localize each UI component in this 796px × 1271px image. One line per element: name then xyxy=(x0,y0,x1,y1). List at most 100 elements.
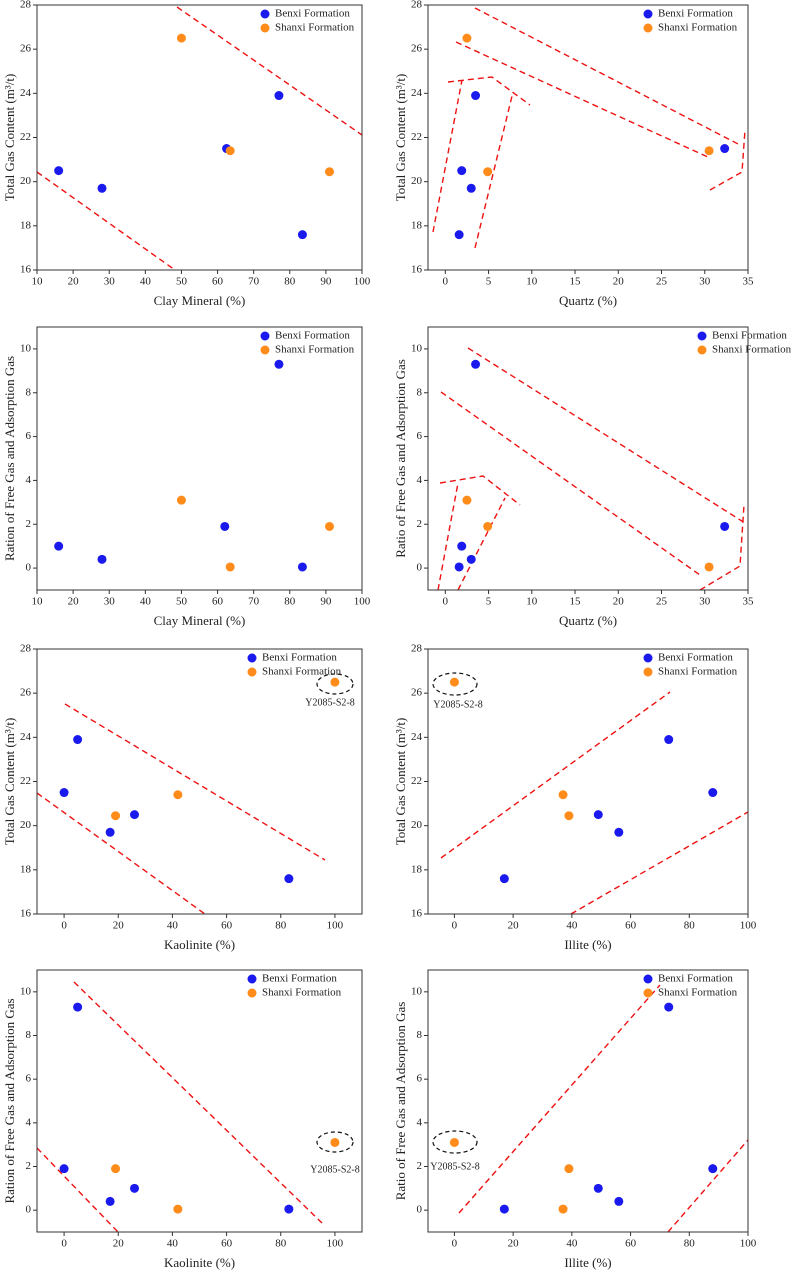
y-axis-label: Total Gas Content (m³/t) xyxy=(2,74,17,202)
x-tick-label: 15 xyxy=(570,596,582,608)
x-tick-label: 90 xyxy=(320,276,332,288)
x-tick-label: 60 xyxy=(625,1238,637,1250)
y-tick-label: 0 xyxy=(417,562,423,574)
legend-marker xyxy=(260,331,270,341)
y-axis-label: Total Gas Content (m³/t) xyxy=(393,74,408,202)
y-tick-label: 20 xyxy=(411,819,423,831)
x-tick-label: 60 xyxy=(221,920,233,932)
x-axis-label: Quartz (%) xyxy=(559,613,617,628)
annotation: Y2085-S2-8 xyxy=(430,1161,479,1172)
legend-label: Benxi Formation xyxy=(712,330,787,342)
data-point xyxy=(111,811,121,821)
y-tick-label: 24 xyxy=(20,87,32,99)
y-tick-label: 10 xyxy=(20,342,32,354)
y-tick-label: 6 xyxy=(417,1073,423,1085)
x-tick-label: 35 xyxy=(743,276,755,288)
data-point xyxy=(720,521,730,531)
legend-marker xyxy=(247,667,257,677)
data-point xyxy=(284,874,294,884)
x-tick-label: 40 xyxy=(167,920,179,932)
y-axis-label: Total Gas Content (m³/t) xyxy=(393,718,408,846)
x-tick-label: 10 xyxy=(32,276,44,288)
x-tick-label: 0 xyxy=(443,596,449,608)
data-point xyxy=(466,554,476,564)
legend-label: Benxi Formation xyxy=(658,8,733,20)
x-tick-label: 50 xyxy=(176,276,188,288)
y-tick-label: 0 xyxy=(26,1204,32,1216)
data-point xyxy=(220,521,230,531)
y-axis-label: Ration of Free Gas and Adsorption Gas xyxy=(2,356,17,561)
x-tick-label: 15 xyxy=(570,276,582,288)
y-tick-label: 20 xyxy=(20,819,32,831)
y-tick-label: 6 xyxy=(26,1073,32,1085)
data-point xyxy=(454,230,464,240)
y-tick-label: 4 xyxy=(26,474,32,486)
x-tick-label: 60 xyxy=(625,920,637,932)
x-tick-label: 100 xyxy=(354,596,371,608)
x-tick-label: 60 xyxy=(221,1238,233,1250)
y-tick-label: 0 xyxy=(26,562,32,574)
y-tick-label: 10 xyxy=(20,985,32,997)
x-tick-label: 70 xyxy=(248,596,260,608)
data-point xyxy=(471,91,481,101)
data-point xyxy=(457,541,467,551)
x-tick-label: 25 xyxy=(656,276,668,288)
data-point xyxy=(54,541,64,551)
y-tick-label: 22 xyxy=(411,131,422,143)
data-point xyxy=(73,1002,83,1012)
data-point xyxy=(704,562,714,572)
legend-marker xyxy=(260,345,270,355)
x-axis-label: Illite (%) xyxy=(564,1255,611,1270)
y-axis-label: Ratio of Free Gas and Adsorption Gas xyxy=(393,359,408,558)
legend-label: Benxi Formation xyxy=(275,330,350,342)
y-tick-label: 0 xyxy=(417,1204,423,1216)
data-point xyxy=(564,1164,574,1174)
data-point xyxy=(483,521,493,531)
data-point xyxy=(297,230,307,240)
data-point xyxy=(454,562,464,572)
x-tick-label: 20 xyxy=(68,276,80,288)
y-tick-label: 28 xyxy=(20,643,32,655)
x-tick-label: 100 xyxy=(740,920,757,932)
annotation: Y2085-S2-8 xyxy=(305,697,354,708)
y-tick-label: 20 xyxy=(20,175,32,187)
data-point xyxy=(97,183,107,193)
data-point xyxy=(558,1204,568,1214)
x-tick-label: 25 xyxy=(656,596,668,608)
y-tick-label: 16 xyxy=(411,264,423,276)
data-point xyxy=(558,790,568,800)
legend-marker xyxy=(643,974,653,984)
panel: 0 20 40 60 80 100 16 18 20 22 24 26 28 Kaolinite (%) T… xyxy=(2,643,363,952)
y-tick-label: 16 xyxy=(411,908,423,920)
y-tick-label: 6 xyxy=(26,430,32,442)
y-tick-label: 26 xyxy=(411,687,423,699)
y-tick-label: 18 xyxy=(411,219,423,231)
x-tick-label: 80 xyxy=(275,1238,287,1250)
y-tick-label: 4 xyxy=(26,1116,32,1128)
data-point xyxy=(708,1164,718,1174)
y-tick-label: 10 xyxy=(411,985,423,997)
x-tick-label: 30 xyxy=(104,596,116,608)
plot-frame xyxy=(36,648,363,915)
y-tick-label: 2 xyxy=(26,1160,32,1172)
legend-marker xyxy=(697,345,707,355)
data-point xyxy=(130,810,139,820)
data-point xyxy=(499,1204,509,1214)
x-tick-label: 20 xyxy=(113,920,125,932)
x-tick-label: 40 xyxy=(167,1238,179,1250)
legend-marker xyxy=(643,9,653,19)
annotation: Y2085-S2-8 xyxy=(310,1164,359,1175)
x-tick-label: 80 xyxy=(284,596,296,608)
x-tick-label: 20 xyxy=(508,1238,520,1250)
data-point xyxy=(564,811,574,821)
x-tick-label: 5 xyxy=(486,276,492,288)
data-point xyxy=(59,788,69,798)
annotation: Y2085-S2-8 xyxy=(433,699,482,710)
y-tick-label: 2 xyxy=(26,518,32,530)
plot-frame xyxy=(36,326,363,591)
y-axis-label: Ration of Free Gas and Adsorption Gas xyxy=(2,998,17,1203)
x-tick-label: 0 xyxy=(61,1238,67,1250)
x-tick-label: 0 xyxy=(61,920,67,932)
y-tick-label: 20 xyxy=(411,175,423,187)
x-axis-label: Quartz (%) xyxy=(559,293,617,308)
